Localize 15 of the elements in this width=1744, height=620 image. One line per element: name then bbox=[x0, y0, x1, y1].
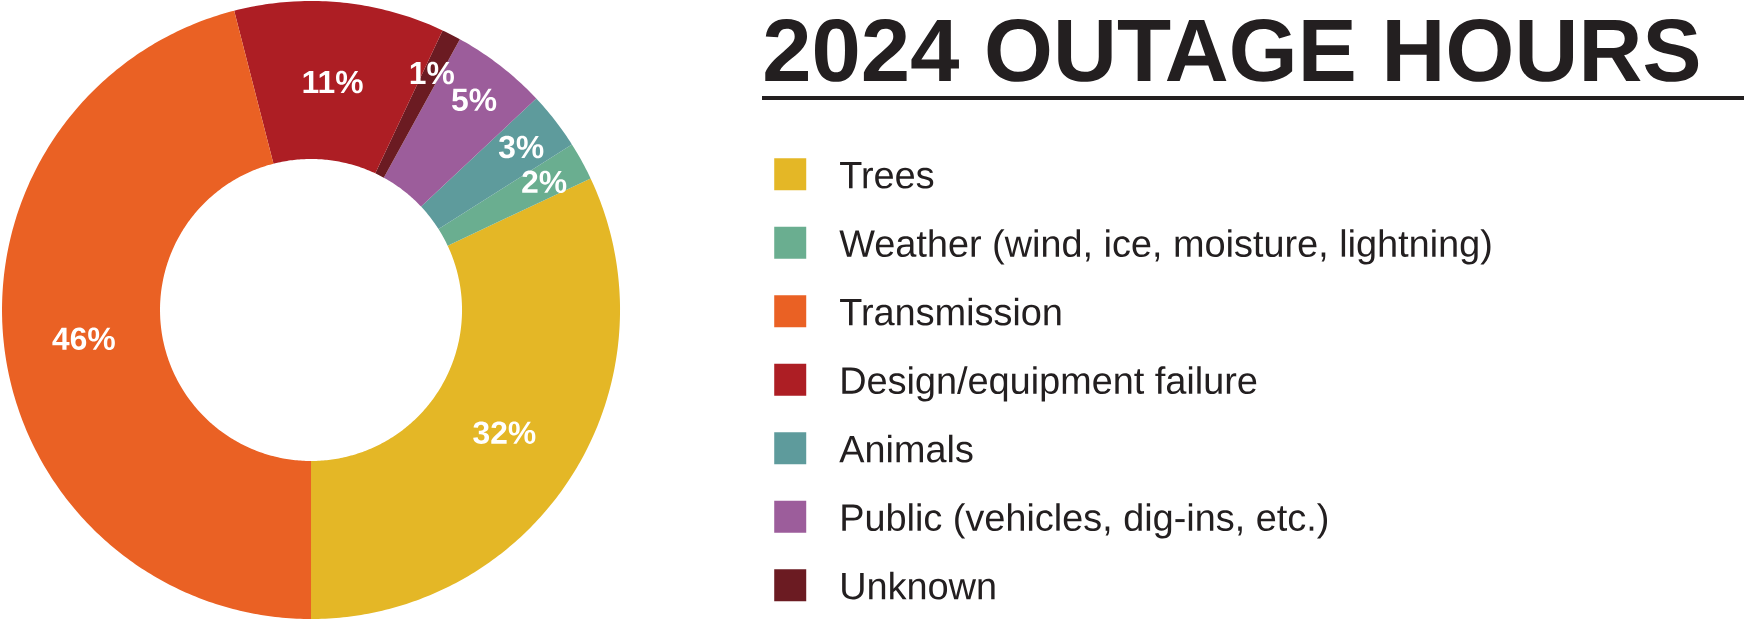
legend-label: Public (vehicles, dig-ins, etc.) bbox=[842, 503, 1328, 539]
legend-label: Weather (wind, ice, moisture, lightning) bbox=[839, 229, 1491, 265]
data-label: 5% bbox=[451, 88, 497, 112]
legend-label: Animals bbox=[839, 434, 973, 463]
data-label: 11% bbox=[303, 70, 363, 94]
legend-label: Unknown bbox=[842, 571, 995, 600]
data-label: 32% bbox=[473, 421, 536, 444]
legend-label: Transmission bbox=[840, 297, 1061, 326]
data-label: 1% bbox=[410, 61, 454, 85]
legend-label: Trees bbox=[840, 162, 934, 189]
legend-label: Design/equipment failure bbox=[842, 366, 1257, 402]
data-label: 2% bbox=[522, 170, 567, 194]
chart-title: 2024 OUTAGE HOURS bbox=[765, 19, 1699, 82]
data-label: 3% bbox=[498, 135, 544, 159]
data-label: 46% bbox=[52, 327, 115, 350]
